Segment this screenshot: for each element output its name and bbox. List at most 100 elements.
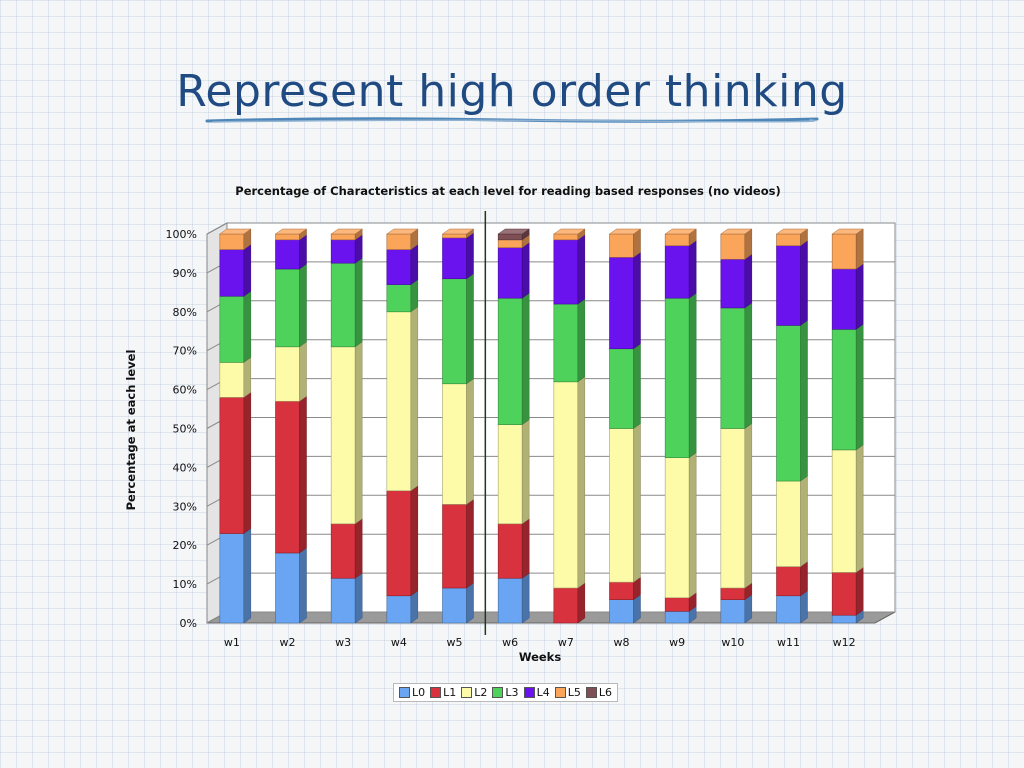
bar-side-l1-w3 [354,518,363,579]
bar-segment-l2-w1 [219,362,245,398]
chart-title: Percentage of Characteristics at each le… [235,184,780,198]
bar-segment-l0-w12 [831,614,857,624]
bar-side-l3-w7 [577,298,586,383]
legend-swatch [492,687,504,698]
bar-side-l2-w9 [688,452,697,599]
legend-item-l2: L2 [461,686,487,699]
bar-side-l2-w7 [577,376,586,589]
bar-segment-l4-w3 [330,239,356,264]
bar-segment-l5-w2 [275,233,300,241]
legend-item-l6: L6 [585,686,612,699]
bar-segment-l4-w8 [609,257,634,350]
bar-side-l5-w12 [855,228,864,270]
bar-segment-l4-w12 [831,268,857,330]
bar-side-l4-w12 [855,263,864,330]
bar-top-w11 [775,228,809,235]
x-tick-label: w2 [280,636,296,649]
bar-side-l3-w9 [688,292,697,459]
bar-segment-l0-w11 [776,595,801,624]
y-tick-label: 100% [166,228,197,241]
bar-side-l2-w4 [410,306,419,492]
bar-side-l0-w2 [299,547,307,624]
bar-side-l4-w9 [688,240,697,299]
bar-side-l0-w11 [800,590,808,624]
bar-side-l4-w5 [466,232,474,280]
bar-side-l2-w12 [855,444,864,573]
y-gridline-side [206,222,228,235]
y-tick-label: 10% [173,578,197,591]
slide-title: Represent high order thinking [176,66,848,117]
bar-side-l0-w6 [521,572,530,624]
bar-side-l2-w5 [466,378,474,505]
bar-segment-l1-w8 [609,581,634,600]
bar-segment-l3-w6 [497,297,523,425]
bar-side-l2-w1 [243,356,252,398]
x-tick-label: w5 [447,636,463,649]
bar-side-l2-w3 [354,341,363,525]
legend-swatch [430,687,442,698]
legend-swatch [523,687,535,698]
bar-segment-l5-w10 [720,233,746,260]
bar-side-l1-w11 [800,561,808,597]
bar-segment-l5-w5 [442,233,467,239]
bar-side-l3-w1 [243,290,252,363]
bar-segment-l0-w3 [330,577,356,624]
bar-top-w6 [497,228,530,235]
bar-side-l4-w10 [744,253,753,309]
bar-side-l1-w4 [410,485,419,597]
bar-side-l3-w10 [744,302,753,429]
x-tick-label: w8 [614,636,630,649]
bar-segment-l1-w7 [553,587,579,624]
bar-segment-l3-w4 [386,284,412,313]
bar-side-l3-w12 [855,323,864,451]
y-tick-label: 0% [180,617,197,630]
x-tick-label: w4 [391,636,407,649]
bar-segment-l3-w3 [330,262,356,348]
x-tick-label: w9 [669,636,685,649]
legend-item-l1: L1 [430,686,456,699]
bar-segment-l5-w1 [219,233,245,250]
bar-segment-l2-w8 [609,428,634,583]
y-tick-label: 70% [173,345,197,358]
bar-segment-l5-w6 [497,239,523,248]
bar-side-l4-w1 [243,244,252,297]
bar-segment-l2-w3 [330,346,356,525]
bar-segment-l4-w9 [664,245,690,299]
bar-segment-l2-w2 [275,346,300,402]
bar-side-l0-w1 [243,528,252,624]
bar-side-l3-w4 [410,279,419,313]
y-tick-label: 90% [173,267,197,280]
bar-segment-l6-w6 [497,233,523,241]
bar-segment-l4-w5 [442,237,467,280]
bar-top-w12 [831,228,864,235]
bar-segment-l0-w4 [386,595,412,624]
bar-side-l0-w5 [466,582,474,624]
bar-segment-l0-w10 [720,599,746,624]
bar-segment-l5-w4 [386,233,412,250]
bar-segment-l1-w9 [664,597,690,612]
bar-segment-l1-w2 [275,400,300,554]
bar-segment-l3-w1 [219,295,245,363]
chart-bars [219,228,864,624]
bar-segment-l0-w2 [275,552,300,624]
bar-segment-l4-w11 [776,245,801,326]
bar-segment-l1-w5 [442,504,467,589]
legend-label: L5 [567,686,581,699]
legend-swatch [399,687,410,698]
bar-segment-l1-w10 [720,587,746,600]
chart-legend: L0 L1 L2 L3 L4 L5 L6 [393,683,618,702]
bar-segment-l3-w7 [553,303,579,383]
legend-label: L6 [598,686,612,699]
legend-item-l3: L3 [492,686,519,699]
bar-segment-l2-w12 [831,449,857,573]
bar-segment-l4-w2 [275,239,300,270]
bar-side-l0-w3 [354,572,363,624]
bar-segment-l0-w8 [609,599,634,624]
bar-segment-l4-w4 [386,249,412,285]
bar-side-l1-w7 [577,582,586,624]
bar-segment-l4-w6 [497,247,523,299]
bar-side-l0-w4 [410,590,419,624]
bar-segment-l5-w12 [831,233,857,270]
y-axis-label: Percentage at each level [124,350,138,511]
y-tick-label: 30% [173,500,197,513]
